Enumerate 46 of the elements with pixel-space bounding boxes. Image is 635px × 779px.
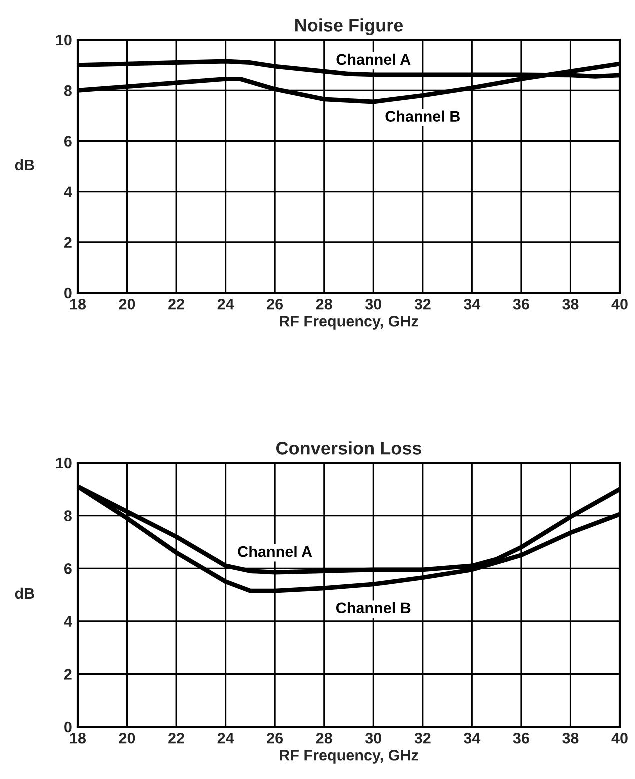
x-axis-title: RF Frequency, GHz [280, 316, 418, 330]
x-tick-label: 38 [562, 298, 579, 310]
y-tick-label: 10 [56, 34, 72, 46]
y-tick-label: 0 [64, 288, 72, 299]
x-axis-title: RF Frequency, GHz [280, 750, 418, 764]
y-tick-label: 2 [64, 669, 72, 680]
x-tick-label: 22 [168, 298, 184, 310]
x-tick-label: 32 [414, 298, 431, 310]
y-tick-label: 4 [64, 186, 72, 198]
x-tick-label: 36 [513, 732, 530, 744]
chart-title: Noise Figure [296, 18, 404, 36]
y-tick-label: 8 [64, 85, 72, 96]
y-tick-label: 2 [64, 237, 72, 248]
x-tick-label: 28 [316, 732, 332, 744]
x-tick-label: 30 [365, 298, 382, 310]
x-tick-label: 28 [316, 298, 332, 310]
y-tick-label: 10 [56, 458, 72, 469]
y-tick-label: 8 [64, 510, 72, 522]
x-tick-label: 40 [612, 298, 628, 310]
y-tick-label: 4 [64, 616, 72, 627]
chart-title: Conversion Loss [276, 442, 422, 455]
x-tick-label: 32 [414, 732, 431, 744]
x-tick-label: 24 [218, 732, 234, 744]
x-tick-label: 24 [218, 298, 234, 310]
x-tick-label: 34 [464, 732, 481, 744]
series-label: Channel B [336, 602, 411, 614]
series-label: Channel A [238, 546, 312, 558]
x-tick-label: 36 [513, 298, 530, 310]
x-tick-label: 26 [267, 298, 284, 310]
x-tick-label: 38 [562, 732, 579, 744]
y-tick-label: 6 [64, 136, 72, 147]
x-tick-label: 26 [267, 732, 284, 744]
series-label: Channel A [336, 54, 411, 66]
x-tick-label: 18 [70, 298, 86, 310]
x-tick-label: 20 [119, 298, 136, 310]
x-tick-label: 18 [70, 732, 86, 744]
x-tick-label: 34 [464, 298, 481, 310]
y-tick-label: 0 [64, 722, 72, 733]
x-tick-label: 40 [612, 732, 628, 744]
y-tick-label: 6 [64, 563, 72, 574]
y-axis-title: dB [15, 588, 34, 600]
x-tick-label: 22 [168, 732, 184, 744]
series-label: Channel B [386, 110, 460, 122]
y-axis-title: dB [15, 159, 34, 171]
x-tick-label: 20 [119, 732, 136, 744]
x-tick-label: 30 [365, 732, 382, 744]
